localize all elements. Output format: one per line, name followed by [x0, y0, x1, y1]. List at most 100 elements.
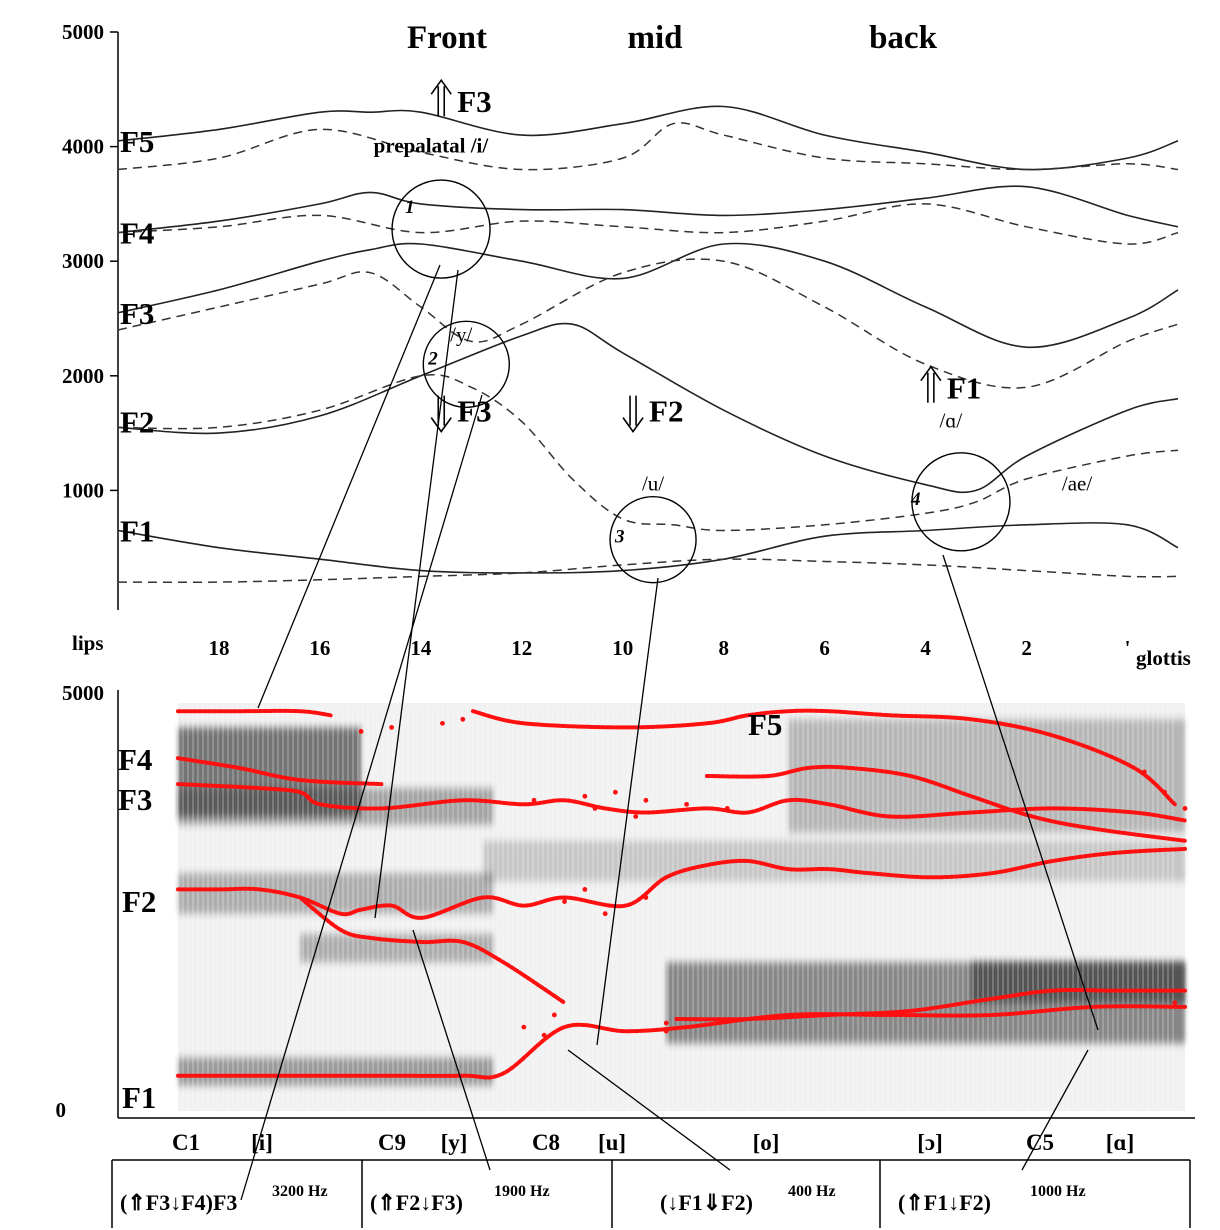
- formant-tracks: [176, 708, 1188, 1080]
- nomogram-formant-label-f3: F3: [120, 296, 154, 331]
- segment-label: [y]: [441, 1130, 468, 1155]
- nomogram-formant-label-f1: F1: [120, 514, 154, 549]
- nomogram-y-tick-label: 4000: [62, 135, 104, 159]
- tracking-point: [663, 1020, 669, 1026]
- tracking-point: [562, 899, 567, 904]
- tracking-point: [521, 1024, 527, 1030]
- segment-label: [i]: [251, 1130, 273, 1155]
- formant-track-f5: [471, 708, 1177, 807]
- spectrogram-formant-label-f5: F5: [748, 707, 782, 742]
- focal-circle-2: [422, 320, 510, 409]
- energy-band: [178, 1057, 494, 1086]
- focal-circle-3: [609, 495, 697, 584]
- segment-label: C8: [532, 1130, 560, 1155]
- energy-band: [178, 873, 494, 914]
- tracking-point: [551, 1012, 557, 1018]
- nomogram-formant-labels: F5 F4 F3 F2 F1: [120, 124, 154, 549]
- nomogram-x-tick-label: ': [1125, 636, 1131, 660]
- formant-curve-solid: [117, 522, 1179, 574]
- annotation-vowel-label: /ɑ/: [940, 408, 963, 432]
- formant-track-f1: [176, 1004, 1187, 1080]
- connector-1a: [257, 264, 441, 709]
- annotation-vowel-label: /y/: [450, 322, 472, 346]
- nomogram-y-tick-label: 5000: [62, 20, 104, 44]
- tracking-point: [663, 1028, 669, 1034]
- formant-track-f3: [176, 782, 1187, 823]
- nomogram-x-tick-label: 4: [920, 636, 931, 660]
- segment-labels: C1 [i] C9 [y] C8 [u] [o] [ɔ] C5 [ɑ]: [172, 1130, 1134, 1155]
- energy-band: [788, 719, 1185, 833]
- formant-track-f2: [298, 895, 567, 1005]
- nomogram-x-tick-label: 16: [309, 636, 330, 660]
- box-formula: (↓F1⇓F2): [660, 1190, 753, 1215]
- connector-2b: [412, 929, 491, 1171]
- formant-curve-dashed: [117, 203, 1179, 245]
- nomogram-y-ticks: 5000 4000 3000 2000 1000: [62, 20, 118, 502]
- region-label-front: Front: [407, 20, 487, 56]
- formant-track-f1: [674, 988, 1187, 1022]
- segment-label: C9: [378, 1130, 406, 1155]
- region-label-mid: mid: [627, 20, 682, 56]
- double-arrow-icon: [622, 395, 644, 434]
- annotation-arrow-label: F3: [457, 394, 491, 429]
- nomogram-y-tick-label: 2000: [62, 364, 104, 388]
- connector-4b: [1021, 1049, 1089, 1171]
- formant-track-f2: [176, 846, 1187, 920]
- formant-curve-solid: [117, 105, 1179, 171]
- x-label-lips: lips: [72, 631, 104, 655]
- tracking-point: [643, 797, 649, 803]
- tracking-point: [582, 793, 588, 799]
- focal-circle-number: 3: [614, 527, 625, 548]
- box-frequency: 400 Hz: [788, 1183, 836, 1200]
- focal-circle-number: 2: [427, 348, 438, 369]
- annotation-arrow-label: F1: [947, 371, 981, 406]
- annotation-vowel-label: /u/: [642, 471, 664, 495]
- annotation-arrow-label: F3: [457, 84, 491, 119]
- spectrogram-chart: 5000 0 F5 F4 F3 F2 F1 C1 [i] C9 [y] C8 [u] [o] [ɔ] C5…: [56, 681, 1195, 1155]
- x-label-glottis: glottis: [1136, 646, 1191, 670]
- segment-label: [ɑ]: [1106, 1130, 1135, 1155]
- focal-circle-number: 4: [910, 489, 921, 510]
- spectrogram-y-tick-label: 0: [56, 1098, 67, 1122]
- formant-curves: [117, 105, 1179, 584]
- nomogram-x-tick-label: 18: [208, 636, 229, 660]
- nomogram-annotations: F3 prepalatal /i/ /y/F3 F2/u/F1/ɑ/ /ae/: [374, 78, 1092, 495]
- connector-3b: [567, 1049, 731, 1171]
- box-frequency: 3200 Hz: [272, 1183, 328, 1200]
- nomogram-y-tick-label: 1000: [62, 478, 104, 502]
- spectrogram-formant-label-f4: F4: [118, 742, 152, 777]
- formant-track-f3: [704, 764, 1187, 843]
- tracking-point: [460, 716, 466, 722]
- double-arrow-icon: [430, 78, 452, 117]
- connector-2: [240, 394, 483, 1201]
- connector-1b: [374, 269, 459, 919]
- tracking-point: [531, 797, 537, 803]
- tracking-point: [612, 789, 618, 795]
- region-label-back: back: [869, 20, 938, 56]
- energy-band: [300, 933, 494, 963]
- bottom-annotation-boxes: (⇑F3↓F4)F3 3200 Hz (⇑F2↓F3) 1900 Hz (↓F1⇓F2)…: [111, 1159, 1191, 1228]
- spectrogram-formant-label-f3: F3: [118, 782, 152, 817]
- formant-curve-dashed: [117, 558, 1179, 584]
- tracking-point: [1141, 769, 1147, 775]
- connector-lines: [240, 264, 1099, 1201]
- segment-label: [u]: [598, 1130, 626, 1155]
- nomogram-x-tick-label: 10: [612, 636, 633, 660]
- nomogram-x-ticks: 18 16 14 12 10 8 6 4 2 ': [208, 636, 1130, 660]
- annotation-vowel-label: prepalatal /i/: [374, 133, 490, 157]
- spectrogram-formant-label-f1: F1: [122, 1080, 156, 1115]
- formant-curve-dashed: [117, 122, 1179, 171]
- connector-4a: [942, 554, 1099, 1031]
- tracking-point: [582, 887, 588, 892]
- spectrogram-background: [177, 703, 1186, 1111]
- box-frequency: 1000 Hz: [1030, 1183, 1086, 1200]
- connector-3a: [596, 577, 659, 1046]
- tracking-point: [1162, 789, 1168, 795]
- box-formula: (⇑F3↓F4)F3: [120, 1190, 237, 1215]
- segment-label: [ɔ]: [917, 1130, 943, 1155]
- tracking-point: [633, 814, 639, 819]
- spectrogram-y-tick-label: 5000: [62, 681, 104, 705]
- tracking-point: [724, 806, 730, 811]
- tracking-point: [684, 801, 689, 807]
